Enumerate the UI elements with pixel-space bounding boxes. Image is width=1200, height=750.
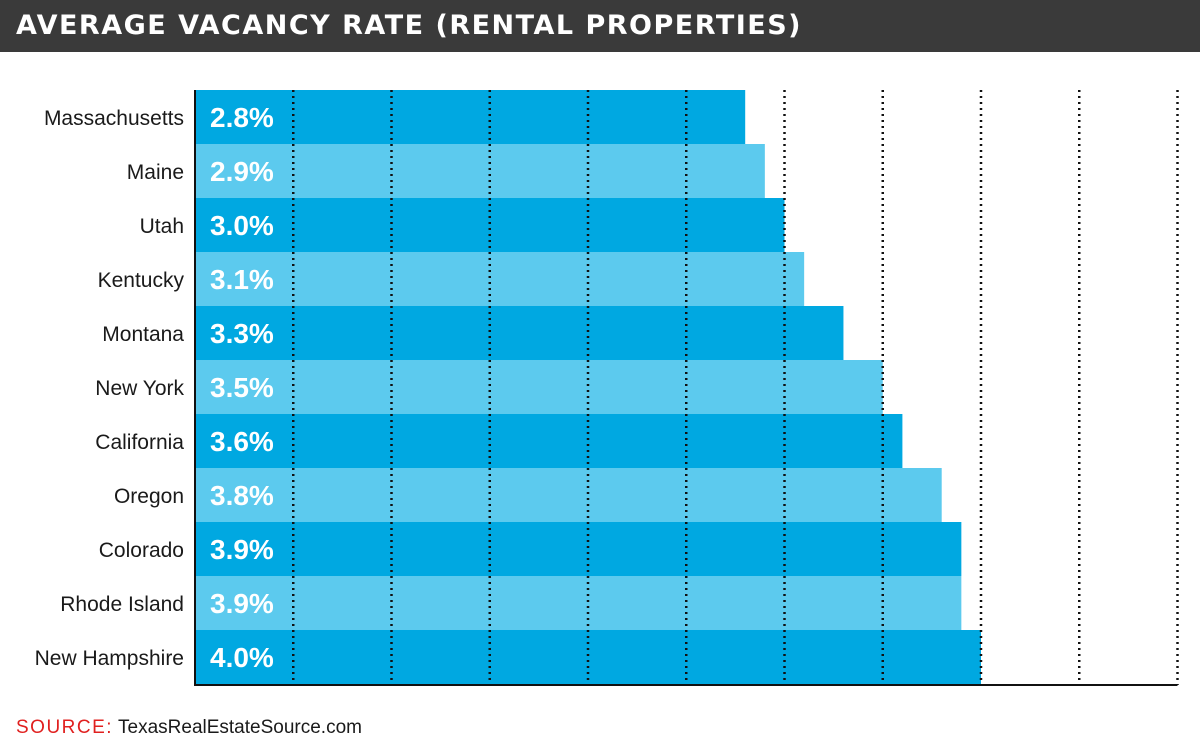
bar (195, 198, 785, 252)
bar (195, 630, 981, 684)
bar (195, 306, 844, 360)
bar (195, 468, 942, 522)
data-label: 3.5% (210, 372, 274, 403)
category-label: California (95, 431, 184, 454)
category-label: Oregon (114, 485, 184, 508)
bar (195, 90, 746, 144)
data-label: 3.8% (210, 480, 274, 511)
source-text: TexasRealEstateSource.com (118, 717, 362, 738)
data-label: 2.9% (210, 156, 274, 187)
data-label: 3.3% (210, 318, 274, 349)
data-label: 3.0% (210, 210, 274, 241)
data-label: 3.1% (210, 264, 274, 295)
source-line: SOURCE: TexasRealEstateSource.com (16, 716, 362, 740)
bar (195, 414, 903, 468)
data-label: 3.6% (210, 426, 274, 457)
bar (195, 576, 962, 630)
bar (195, 144, 765, 198)
data-label: 2.8% (210, 102, 274, 133)
category-label: Colorado (99, 539, 184, 562)
category-label: Montana (102, 323, 184, 346)
source-label: SOURCE: (16, 717, 114, 738)
category-label: Massachusetts (44, 107, 184, 130)
category-label: New Hampshire (35, 647, 184, 670)
category-label: Utah (140, 215, 184, 238)
bar (195, 252, 805, 306)
data-label: 3.9% (210, 588, 274, 619)
bar (195, 360, 883, 414)
category-label: Maine (127, 161, 184, 184)
bar-chart: 2.8% 2.9% 3.0% 3.1% 3.3% 3.5% 3.6% 3.8% 3.9% 3.9%… (35, 90, 1179, 686)
data-label: 3.9% (210, 534, 274, 565)
data-label: 4.0% (210, 642, 274, 673)
title-bar: AVERAGE VACANCY RATE (RENTAL PROPERTIES) (0, 0, 1200, 52)
category-label: Rhode Island (60, 593, 184, 616)
category-label: New York (95, 377, 184, 400)
chart-title: AVERAGE VACANCY RATE (RENTAL PROPERTIES) (16, 10, 803, 41)
category-label: Kentucky (98, 269, 185, 292)
bar (195, 522, 962, 576)
